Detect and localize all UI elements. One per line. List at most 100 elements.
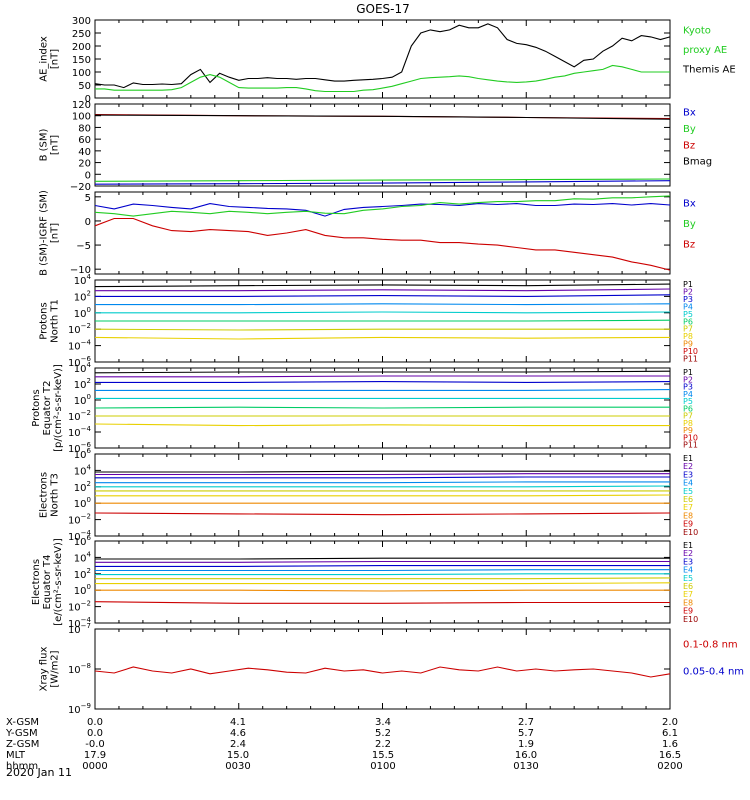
series-e3	[95, 565, 670, 567]
y-tick-label: 102	[74, 567, 91, 581]
series-e1	[95, 557, 670, 560]
legend-label: E8	[683, 511, 693, 520]
legend-label: E4	[683, 479, 693, 488]
legend-label: 0.1-0.8 nm	[683, 640, 738, 651]
series-e7	[95, 494, 671, 497]
date-label: 2020 Jan 11	[6, 766, 72, 779]
legend-label: P10	[683, 433, 698, 442]
panel-electrons_t4: 10−4 10−2 100 102 104 106 Electrons Equator T4[…	[31, 534, 698, 630]
y-tick-label: 150	[72, 55, 91, 66]
legend-label: P3	[683, 295, 693, 304]
table-cell: 3.4	[375, 717, 391, 728]
series-by	[94, 178, 671, 182]
y-tick-label: 5	[85, 193, 91, 204]
table-cell: 0.0	[87, 728, 103, 739]
table-cell: 16.0	[515, 750, 537, 761]
legend-label: P6	[683, 404, 693, 413]
legend-label: E7	[683, 590, 693, 599]
series-e7	[95, 582, 671, 585]
y-axis-label: Electrons	[39, 472, 50, 518]
legend-label: E1	[683, 454, 693, 463]
y-tick-label: −5	[76, 241, 91, 252]
series-e6	[95, 577, 671, 580]
legend-label: P9	[683, 340, 693, 349]
series-p3	[95, 381, 671, 383]
y-axis-label: Equator T4	[42, 555, 53, 610]
legend-label: P5	[683, 397, 693, 406]
y-tick-label: 100	[74, 496, 91, 510]
legend-label: E10	[683, 615, 698, 624]
series-e5	[95, 573, 670, 576]
table-cell: 0130	[513, 761, 538, 772]
table-cell: -0.0	[85, 739, 105, 750]
y-tick-label: 10−6	[68, 355, 92, 369]
table-cell: 0100	[370, 761, 395, 772]
series-p2	[95, 288, 671, 292]
legend-label: By	[683, 124, 696, 135]
series-themis-ae	[94, 23, 671, 89]
series-bz	[94, 217, 671, 271]
series-p1	[94, 283, 671, 288]
legend-label: Bz	[683, 239, 695, 250]
series-p2	[95, 375, 670, 378]
legend-label: P9	[683, 426, 693, 435]
y-axis-label: [nT]	[50, 49, 61, 69]
table-row-label: MLT	[6, 750, 26, 761]
table-cell: 1.9	[518, 739, 534, 750]
legend-label: E3	[683, 470, 693, 479]
y-axis-label: Protons	[31, 389, 42, 426]
y-axis-label: Xray flux	[39, 647, 50, 692]
y-tick-label: 106	[74, 447, 92, 461]
y-tick-label: 102	[74, 480, 91, 494]
legend-label: E2	[683, 462, 693, 471]
y-tick-label: 104	[74, 550, 92, 564]
legend-label: Bx	[683, 107, 696, 118]
legend-label: E8	[683, 598, 693, 607]
series-bx	[94, 180, 671, 185]
panel-protons_t1: 10−6 10−4 10−2 100 102 104 Protons North T1 P1P2…	[39, 273, 699, 369]
y-tick-label: 10−7	[68, 622, 91, 636]
legend-label: E7	[683, 503, 693, 512]
figure-title: GOES-17	[356, 2, 410, 16]
series-p5	[95, 311, 671, 314]
y-tick-label: 104	[74, 463, 92, 477]
series-e9	[94, 512, 671, 516]
legend-label: P10	[683, 347, 698, 356]
series-p3	[95, 294, 671, 297]
y-tick-label: −10	[70, 265, 91, 276]
legend-label: P11	[683, 355, 698, 364]
legend-label: P6	[683, 317, 693, 326]
legend-label: E9	[683, 520, 693, 529]
y-tick-label: 10−4	[68, 339, 92, 353]
series-e8	[95, 589, 670, 592]
series-bmag	[94, 114, 671, 120]
y-tick-label: 0	[85, 170, 91, 181]
legend-label: P5	[683, 310, 693, 319]
legend-label: E6	[683, 582, 693, 591]
table-cell: 2.7	[518, 717, 534, 728]
table-cell: 5.2	[375, 728, 391, 739]
table-cell: 15.0	[227, 750, 249, 761]
series-p7	[94, 328, 670, 331]
y-tick-label: 104	[74, 361, 92, 375]
legend-label: E5	[683, 487, 693, 496]
panel-frame	[94, 540, 671, 624]
legend-label: P1	[683, 368, 693, 377]
legend-label: E10	[683, 528, 698, 537]
legend-label: Themis AE	[682, 65, 736, 76]
legend-label: P3	[683, 383, 693, 392]
panel-frame	[94, 19, 671, 99]
y-axis-label: [e/(cm²-s-sr-keV)]	[53, 538, 64, 626]
y-tick-label: 10−6	[68, 441, 92, 455]
y-tick-label: 60	[78, 135, 91, 146]
y-axis-label: [p/(cm²-s-sr-keV)]	[53, 364, 64, 452]
y-axis-label: B (SM)-IGRF (SM)	[39, 190, 50, 276]
legend-label: proxy AE	[683, 45, 727, 56]
legend-label: P2	[683, 375, 693, 384]
y-tick-label: 50	[78, 81, 91, 92]
y-tick-label: 200	[72, 42, 91, 53]
table-cell: 0000	[82, 761, 107, 772]
legend-label: P2	[683, 287, 693, 296]
y-tick-label: 20	[78, 159, 91, 170]
